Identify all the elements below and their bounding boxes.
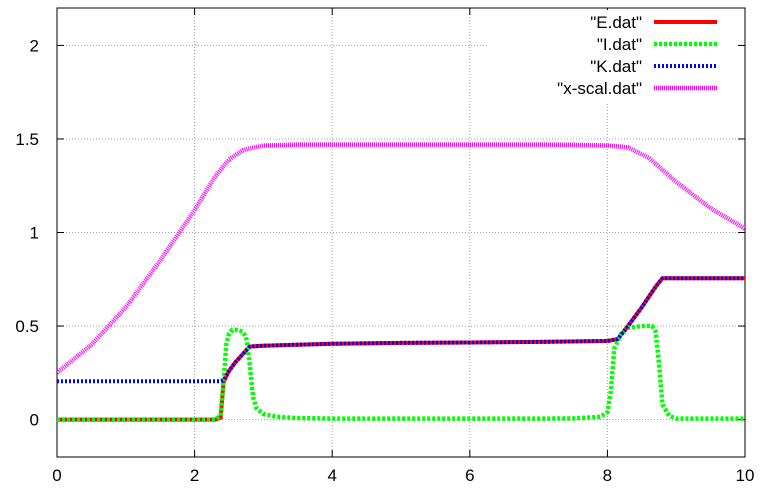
legend-label-i-dat: "I.dat" — [597, 35, 642, 54]
series-line-i-dat — [57, 323, 745, 422]
legend-label-k-dat: "K.dat" — [590, 57, 642, 76]
axes: 0 2 4 6 8 10 0 0.5 1 1.5 2 — [15, 7, 755, 485]
plot-frame — [56, 7, 746, 458]
x-tick-label: 2 — [190, 466, 199, 485]
x-tick-label: 6 — [465, 466, 474, 485]
series-line-e-dat — [57, 276, 745, 422]
legend-label-x-scal-dat: "x-scal.dat" — [557, 79, 642, 98]
y-tick-label: 0.5 — [15, 317, 39, 336]
legend-label-e-dat: "E.dat" — [590, 13, 642, 32]
y-tick-label: 1 — [30, 224, 39, 243]
series-line-x-scal-dat — [57, 142, 745, 375]
series-group — [57, 142, 745, 422]
x-tick-label: 8 — [603, 466, 612, 485]
x-tick-label: 0 — [52, 466, 61, 485]
y-tick-label: 1.5 — [15, 130, 39, 149]
x-tick-label: 10 — [736, 466, 755, 485]
legend: "E.dat" "I.dat" "K.dat" "x-scal.dat" — [488, 10, 738, 102]
series-line-k-dat — [57, 276, 745, 384]
y-tick-label: 0 — [30, 411, 39, 430]
x-tick-label: 4 — [327, 466, 336, 485]
y-tick-label: 2 — [30, 36, 39, 55]
